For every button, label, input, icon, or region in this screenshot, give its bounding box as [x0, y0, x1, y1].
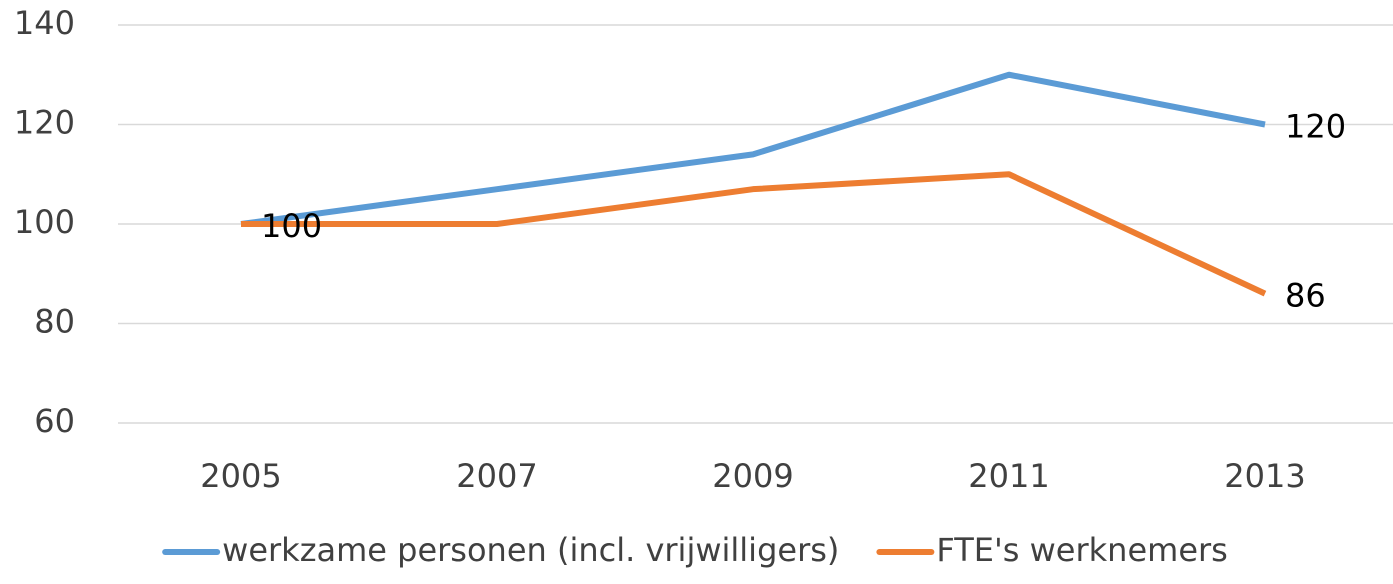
- y-tick-label: 60: [34, 402, 75, 440]
- y-tick-label: 100: [14, 203, 75, 241]
- legend-label: FTE's werknemers: [936, 531, 1227, 569]
- x-tick-label: 2009: [712, 457, 793, 495]
- x-tick-label: 2013: [1224, 457, 1305, 495]
- y-tick-label: 80: [34, 303, 75, 341]
- series-line: [240, 71, 1266, 227]
- data-label: 100: [261, 207, 322, 245]
- series-line: [241, 171, 1267, 297]
- x-tick-label: 2011: [968, 457, 1049, 495]
- data-label: 120: [1285, 108, 1346, 146]
- x-tick-label: 2007: [456, 457, 537, 495]
- y-tick-label: 140: [14, 4, 75, 42]
- x-tick-label: 2005: [200, 457, 281, 495]
- legend-label: werkzame personen (incl. vrijwilligers): [222, 531, 839, 569]
- data-label: 86: [1285, 277, 1326, 315]
- y-tick-label: 120: [14, 104, 75, 142]
